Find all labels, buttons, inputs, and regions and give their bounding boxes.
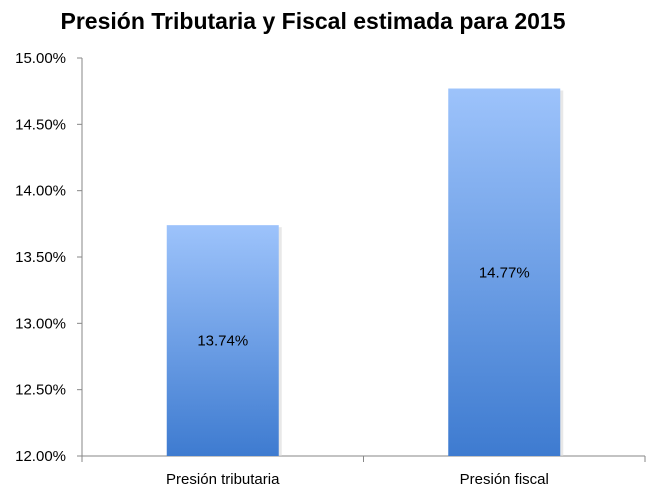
bar [166,225,279,456]
y-tick-label: 12.00% [15,448,66,465]
y-tick-label: 14.00% [15,183,66,200]
y-tick-label: 13.50% [15,249,66,266]
x-category-label: Presión fiscal [460,471,549,488]
y-tick-label: 14.50% [15,116,66,133]
data-label: 14.77% [479,264,530,281]
bar [448,88,561,456]
y-tick-label: 15.00% [15,50,66,67]
chart-title: Presión Tributaria y Fiscal estimada par… [61,8,566,34]
plot-area: 12.00% 12.50% 13.00% 13.50% 14.00% 14.50% 15.0… [15,50,646,488]
y-tick-label: 13.00% [15,315,66,332]
y-tick-label: 12.50% [15,382,66,399]
x-category-label: Presión tributaria [166,471,280,488]
data-label: 13.74% [197,333,248,350]
